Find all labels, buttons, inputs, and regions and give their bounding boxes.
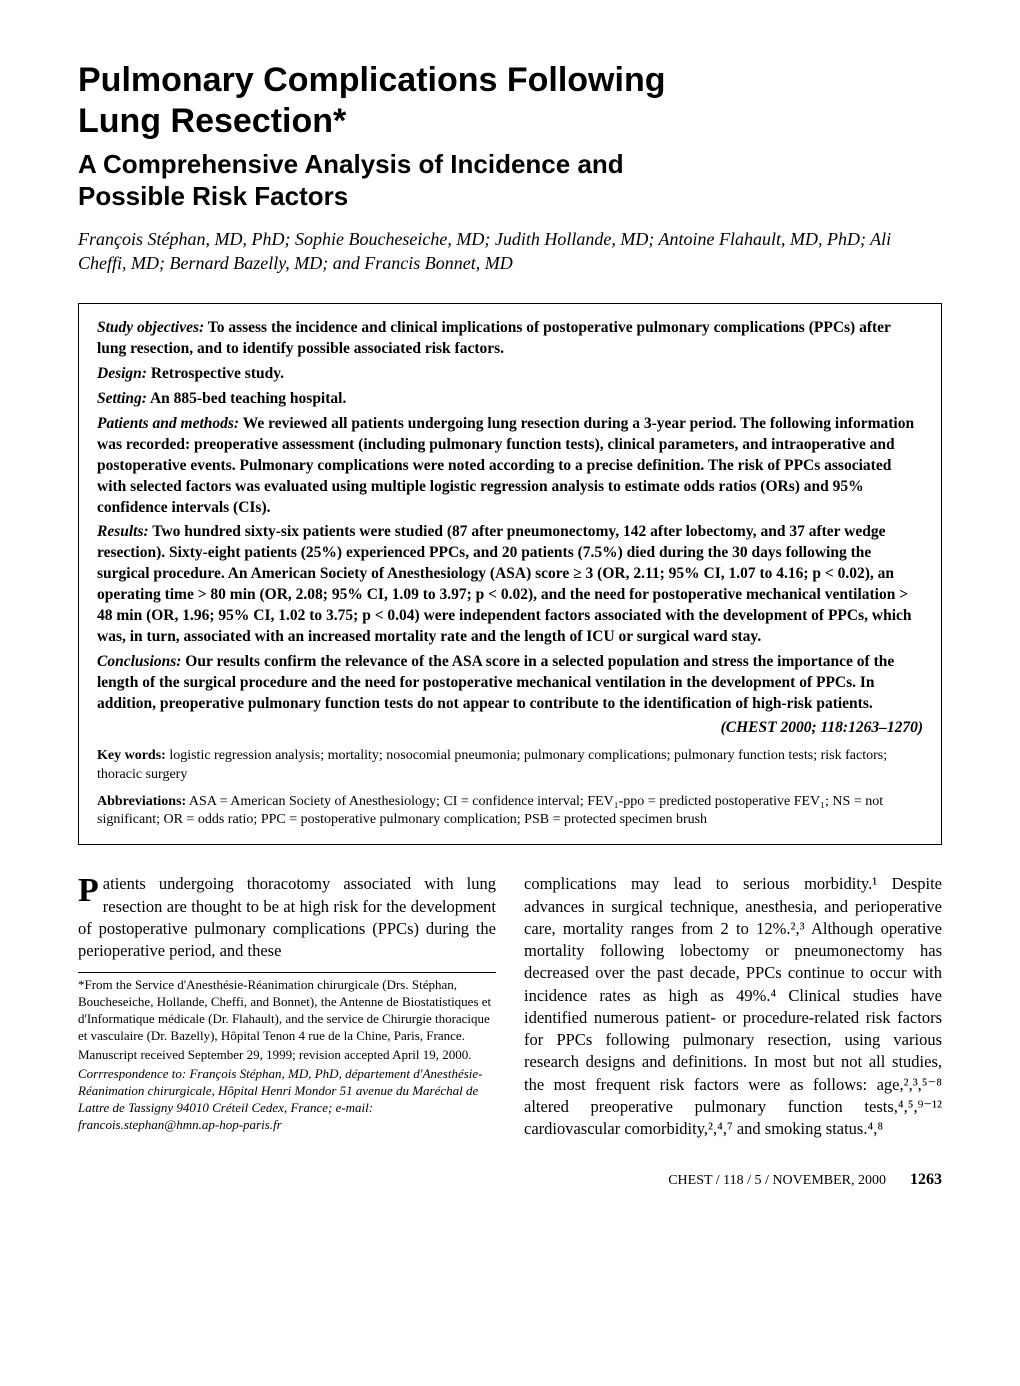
conclusions-text: Our results confirm the relevance of the… [97,653,894,712]
article-title: Pulmonary Complications Following Lung R… [78,60,942,142]
abstract-box: Study objectives: To assess the incidenc… [78,303,942,845]
body-right-text: complications may lead to serious morbid… [524,873,942,1140]
body-left-text: atients undergoing thoracotomy associate… [78,874,496,960]
design-text: Retrospective study. [147,365,284,382]
left-column: P atients undergoing thoracotomy associa… [78,873,496,1140]
methods-label: Patients and methods: [97,415,239,432]
abbreviations-text: ASA = American Society of Anesthesiology… [97,794,883,828]
keywords-label: Key words: [97,748,166,763]
abstract-objectives: Study objectives: To assess the incidenc… [97,318,923,360]
article-subtitle: A Comprehensive Analysis of Incidence an… [78,148,942,213]
abstract-setting: Setting: An 885-bed teaching hospital. [97,389,923,410]
keywords-text: logistic regression analysis; mortality;… [97,748,887,782]
subtitle-line1: A Comprehensive Analysis of Incidence an… [78,149,624,179]
title-line2: Lung Resection* [78,102,346,140]
abstract-conclusions: Conclusions: Our results confirm the rel… [97,652,923,715]
abstract-design: Design: Retrospective study. [97,364,923,385]
footer-journal: CHEST / 118 / 5 / NOVEMBER, 2000 [668,1173,886,1189]
objectives-label: Study objectives: [97,319,204,336]
footer-page-number: 1263 [910,1171,942,1189]
body-columns: P atients undergoing thoracotomy associa… [78,873,942,1140]
abstract-methods: Patients and methods: We reviewed all pa… [97,414,923,519]
setting-text: An 885-bed teaching hospital. [147,390,346,407]
results-label: Results: [97,523,149,540]
title-line1: Pulmonary Complications Following [78,61,665,99]
keywords: Key words: logistic regression analysis;… [97,747,923,785]
page-footer: CHEST / 118 / 5 / NOVEMBER, 2000 1263 [78,1171,942,1189]
design-label: Design: [97,365,147,382]
abstract-citation: (CHEST 2000; 118:1263–1270) [97,719,923,737]
footnotes: *From the Service d'Anesthésie-Réanimati… [78,972,496,1133]
footnote-correspondence: Corrrespondence to: François Stéphan, MD… [78,1066,496,1134]
right-column: complications may lead to serious morbid… [524,873,942,1140]
footnote-affiliation: *From the Service d'Anesthésie-Réanimati… [78,977,496,1045]
abbreviations: Abbreviations: ASA = American Society of… [97,793,923,831]
results-text: Two hundred sixty-six patients were stud… [97,523,912,645]
setting-label: Setting: [97,390,147,407]
conclusions-label: Conclusions: [97,653,181,670]
subtitle-line2: Possible Risk Factors [78,181,348,211]
author-list: François Stéphan, MD, PhD; Sophie Bouche… [78,227,942,276]
footnote-manuscript: Manuscript received September 29, 1999; … [78,1047,496,1064]
abstract-results: Results: Two hundred sixty-six patients … [97,522,923,648]
abbreviations-label: Abbreviations: [97,794,186,809]
objectives-text: To assess the incidence and clinical imp… [97,319,891,357]
dropcap: P [78,873,103,907]
body-paragraph-1: P atients undergoing thoracotomy associa… [78,873,496,962]
